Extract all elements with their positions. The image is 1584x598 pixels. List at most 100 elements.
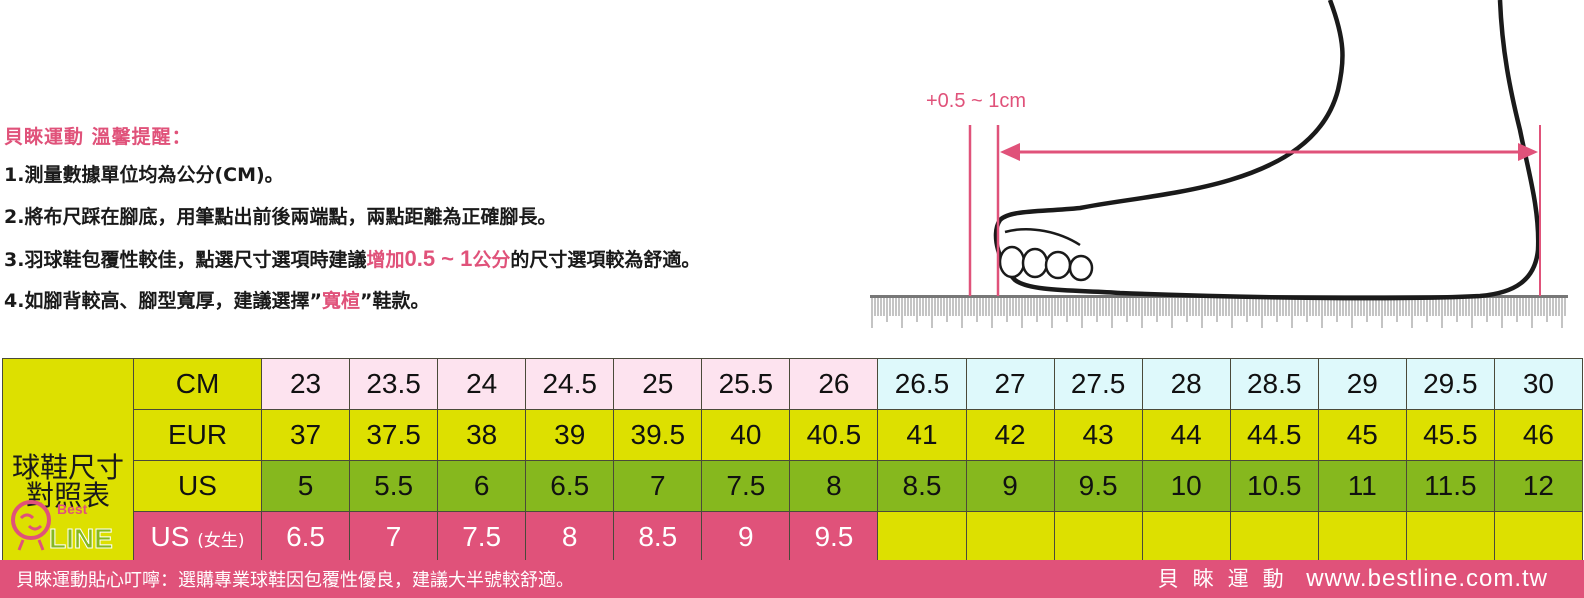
size-cell-eur: 43 <box>1053 409 1143 461</box>
logo-big-text: LINE <box>49 523 113 554</box>
note-1: 1.測量數據單位均為公分(CM)。 <box>4 164 284 186</box>
size-cell-us: 8 <box>789 460 879 512</box>
footer-url[interactable]: www.bestline.com.tw <box>1306 565 1548 592</box>
chart-title-line1: 球鞋尺寸 <box>11 450 124 484</box>
note-3-unit: 公分 <box>472 249 511 271</box>
size-cell-cm: 24 <box>437 358 527 410</box>
row-label-eur: EUR <box>133 409 262 461</box>
size-cell-us: 10 <box>1141 460 1231 512</box>
size-cell-cm: 26.5 <box>877 358 967 410</box>
size-cell-usw: 8 <box>525 511 615 563</box>
note-3-highlight: 增加 <box>366 249 405 271</box>
note-4-end: ”鞋款。 <box>359 290 430 312</box>
empty-cell <box>1493 511 1583 563</box>
size-cell-eur: 37.5 <box>349 409 439 461</box>
row-label-us: US <box>133 460 262 512</box>
size-cell-us: 7 <box>613 460 703 512</box>
size-cell-cm: 24.5 <box>525 358 615 410</box>
size-cell-cm: 28 <box>1141 358 1231 410</box>
size-cell-cm: 25.5 <box>701 358 791 410</box>
size-cell-us: 11 <box>1317 460 1407 512</box>
empty-cell <box>877 511 967 563</box>
note-3-range: 0.5 ~ 1 <box>404 246 473 271</box>
empty-cell <box>965 511 1055 563</box>
table-row-cm: 球鞋尺寸 對照表 Best LINE CM 23 23.5 24 24.5 25 25.5… <box>2 358 1583 563</box>
size-cell-eur: 42 <box>965 409 1055 461</box>
row-label-us-women-text: US <box>150 521 190 552</box>
note-3: 3.羽球鞋包覆性較佳，點選尺寸選項時建議增加0.5 ~ 1公分的尺寸選項較為舒適… <box>4 247 904 289</box>
size-cell-eur: 41 <box>877 409 967 461</box>
size-cell-eur: 40.5 <box>789 409 879 461</box>
empty-cell <box>1317 511 1407 563</box>
chart-title-cell: 球鞋尺寸 對照表 Best LINE <box>2 358 134 563</box>
empty-cell <box>1405 511 1495 563</box>
arrow-head-right-icon <box>1518 143 1538 161</box>
size-cell-us: 11.5 <box>1405 460 1495 512</box>
note-4: 4.如腳背較高、腳型寬厚，建議選擇”寬楦”鞋款。 <box>4 289 904 331</box>
size-cell-cm: 29 <box>1317 358 1407 410</box>
size-cell-cm: 29.5 <box>1405 358 1495 410</box>
size-cell-eur: 38 <box>437 409 527 461</box>
size-notes: 貝睞運動 溫馨提醒： 1.測量數據單位均為公分(CM)。 2.將布尺踩在腳底，用… <box>4 122 904 331</box>
size-cell-us: 10.5 <box>1229 460 1319 512</box>
foot-outline-icon <box>993 0 1541 301</box>
table-row-us: US 5 5.5 6 6.5 7 7.5 8 8.5 9 9.5 10 10.5 11 11.5 12 <box>3 460 1583 512</box>
size-cell-us: 6 <box>437 460 527 512</box>
size-cell-eur: 39.5 <box>613 409 703 461</box>
size-cell-cm: 27.5 <box>1053 358 1143 410</box>
size-cell-cm: 25 <box>613 358 703 410</box>
size-cell-eur: 44.5 <box>1229 409 1319 461</box>
size-cell-usw: 7.5 <box>437 511 527 563</box>
size-cell-eur: 45.5 <box>1405 409 1495 461</box>
ruler <box>870 295 1568 328</box>
row-label-us-women-sub: (女生) <box>197 531 245 551</box>
size-cell-eur: 46 <box>1493 409 1583 461</box>
size-cell-cm: 28.5 <box>1229 358 1319 410</box>
size-cell-eur: 39 <box>525 409 615 461</box>
size-cell-usw: 9.5 <box>789 511 879 563</box>
size-cell-cm: 23.5 <box>349 358 439 410</box>
size-cell-us: 5.5 <box>349 460 439 512</box>
row-label-us-women: US (女生) <box>133 511 262 563</box>
note-2: 2.將布尺踩在腳底，用筆點出前後兩端點，兩點距離為正確腳長。 <box>4 206 557 228</box>
note-3-end: 的尺寸選項較為舒適。 <box>510 249 701 271</box>
size-cell-us: 7.5 <box>701 460 791 512</box>
size-cell-us: 8.5 <box>877 460 967 512</box>
size-chart-table: 球鞋尺寸 對照表 Best LINE CM 23 23.5 24 24.5 25 25.5… <box>2 358 1583 563</box>
notes-title: 貝睞運動 溫馨提醒： <box>4 126 192 148</box>
size-cell-usw: 7 <box>349 511 439 563</box>
size-cell-usw: 9 <box>701 511 791 563</box>
row-label-cm: CM <box>133 358 262 410</box>
footer-bar: 貝睞運動貼心叮嚀：選購專業球鞋因包覆性優良，建議大半號較舒適。 貝睞運動 www… <box>0 560 1584 598</box>
measure-label: +0.5 ~ 1cm <box>926 90 1027 112</box>
empty-cell <box>1141 511 1231 563</box>
bestline-logo: Best LINE <box>11 500 113 555</box>
logo-small-text: Best <box>57 501 88 517</box>
size-cell-eur: 40 <box>701 409 791 461</box>
foot-measure-illustration <box>870 0 1568 328</box>
size-cell-us: 12 <box>1493 460 1583 512</box>
table-row-eur: EUR 37 37.5 38 39 39.5 40 40.5 41 42 43 44 44.5 45 45… <box>3 409 1583 461</box>
footer-brand-name: 貝睞運動 <box>1157 567 1298 591</box>
note-4-text: 4.如腳背較高、腳型寬厚，建議選擇” <box>4 290 322 312</box>
footer-tip: 貝睞運動貼心叮嚀：選購專業球鞋因包覆性優良，建議大半號較舒適。 <box>16 570 574 591</box>
empty-cell <box>1229 511 1319 563</box>
size-cell-us: 6.5 <box>525 460 615 512</box>
size-cell-eur: 44 <box>1141 409 1231 461</box>
arrow-head-left-icon <box>1000 143 1020 161</box>
size-cell-usw: 6.5 <box>260 511 351 563</box>
toes-icon <box>998 228 1094 282</box>
size-cell-cm: 30 <box>1493 358 1583 410</box>
footer-brand: 貝睞運動 www.bestline.com.tw <box>1158 563 1548 593</box>
size-cell-cm: 27 <box>965 358 1055 410</box>
size-cell-us: 9 <box>965 460 1055 512</box>
note-4-highlight: 寬楦 <box>321 290 360 312</box>
table-row-us-women: US (女生) 6.5 7 7.5 8 8.5 9 9.5 <box>3 511 1583 563</box>
size-cell-us: 9.5 <box>1053 460 1143 512</box>
size-cell-eur: 37 <box>260 409 351 461</box>
size-cell-us: 5 <box>260 460 351 512</box>
size-cell-usw: 8.5 <box>613 511 703 563</box>
size-cell-cm: 23 <box>260 358 351 410</box>
size-cell-cm: 26 <box>789 358 879 410</box>
size-cell-eur: 45 <box>1317 409 1407 461</box>
